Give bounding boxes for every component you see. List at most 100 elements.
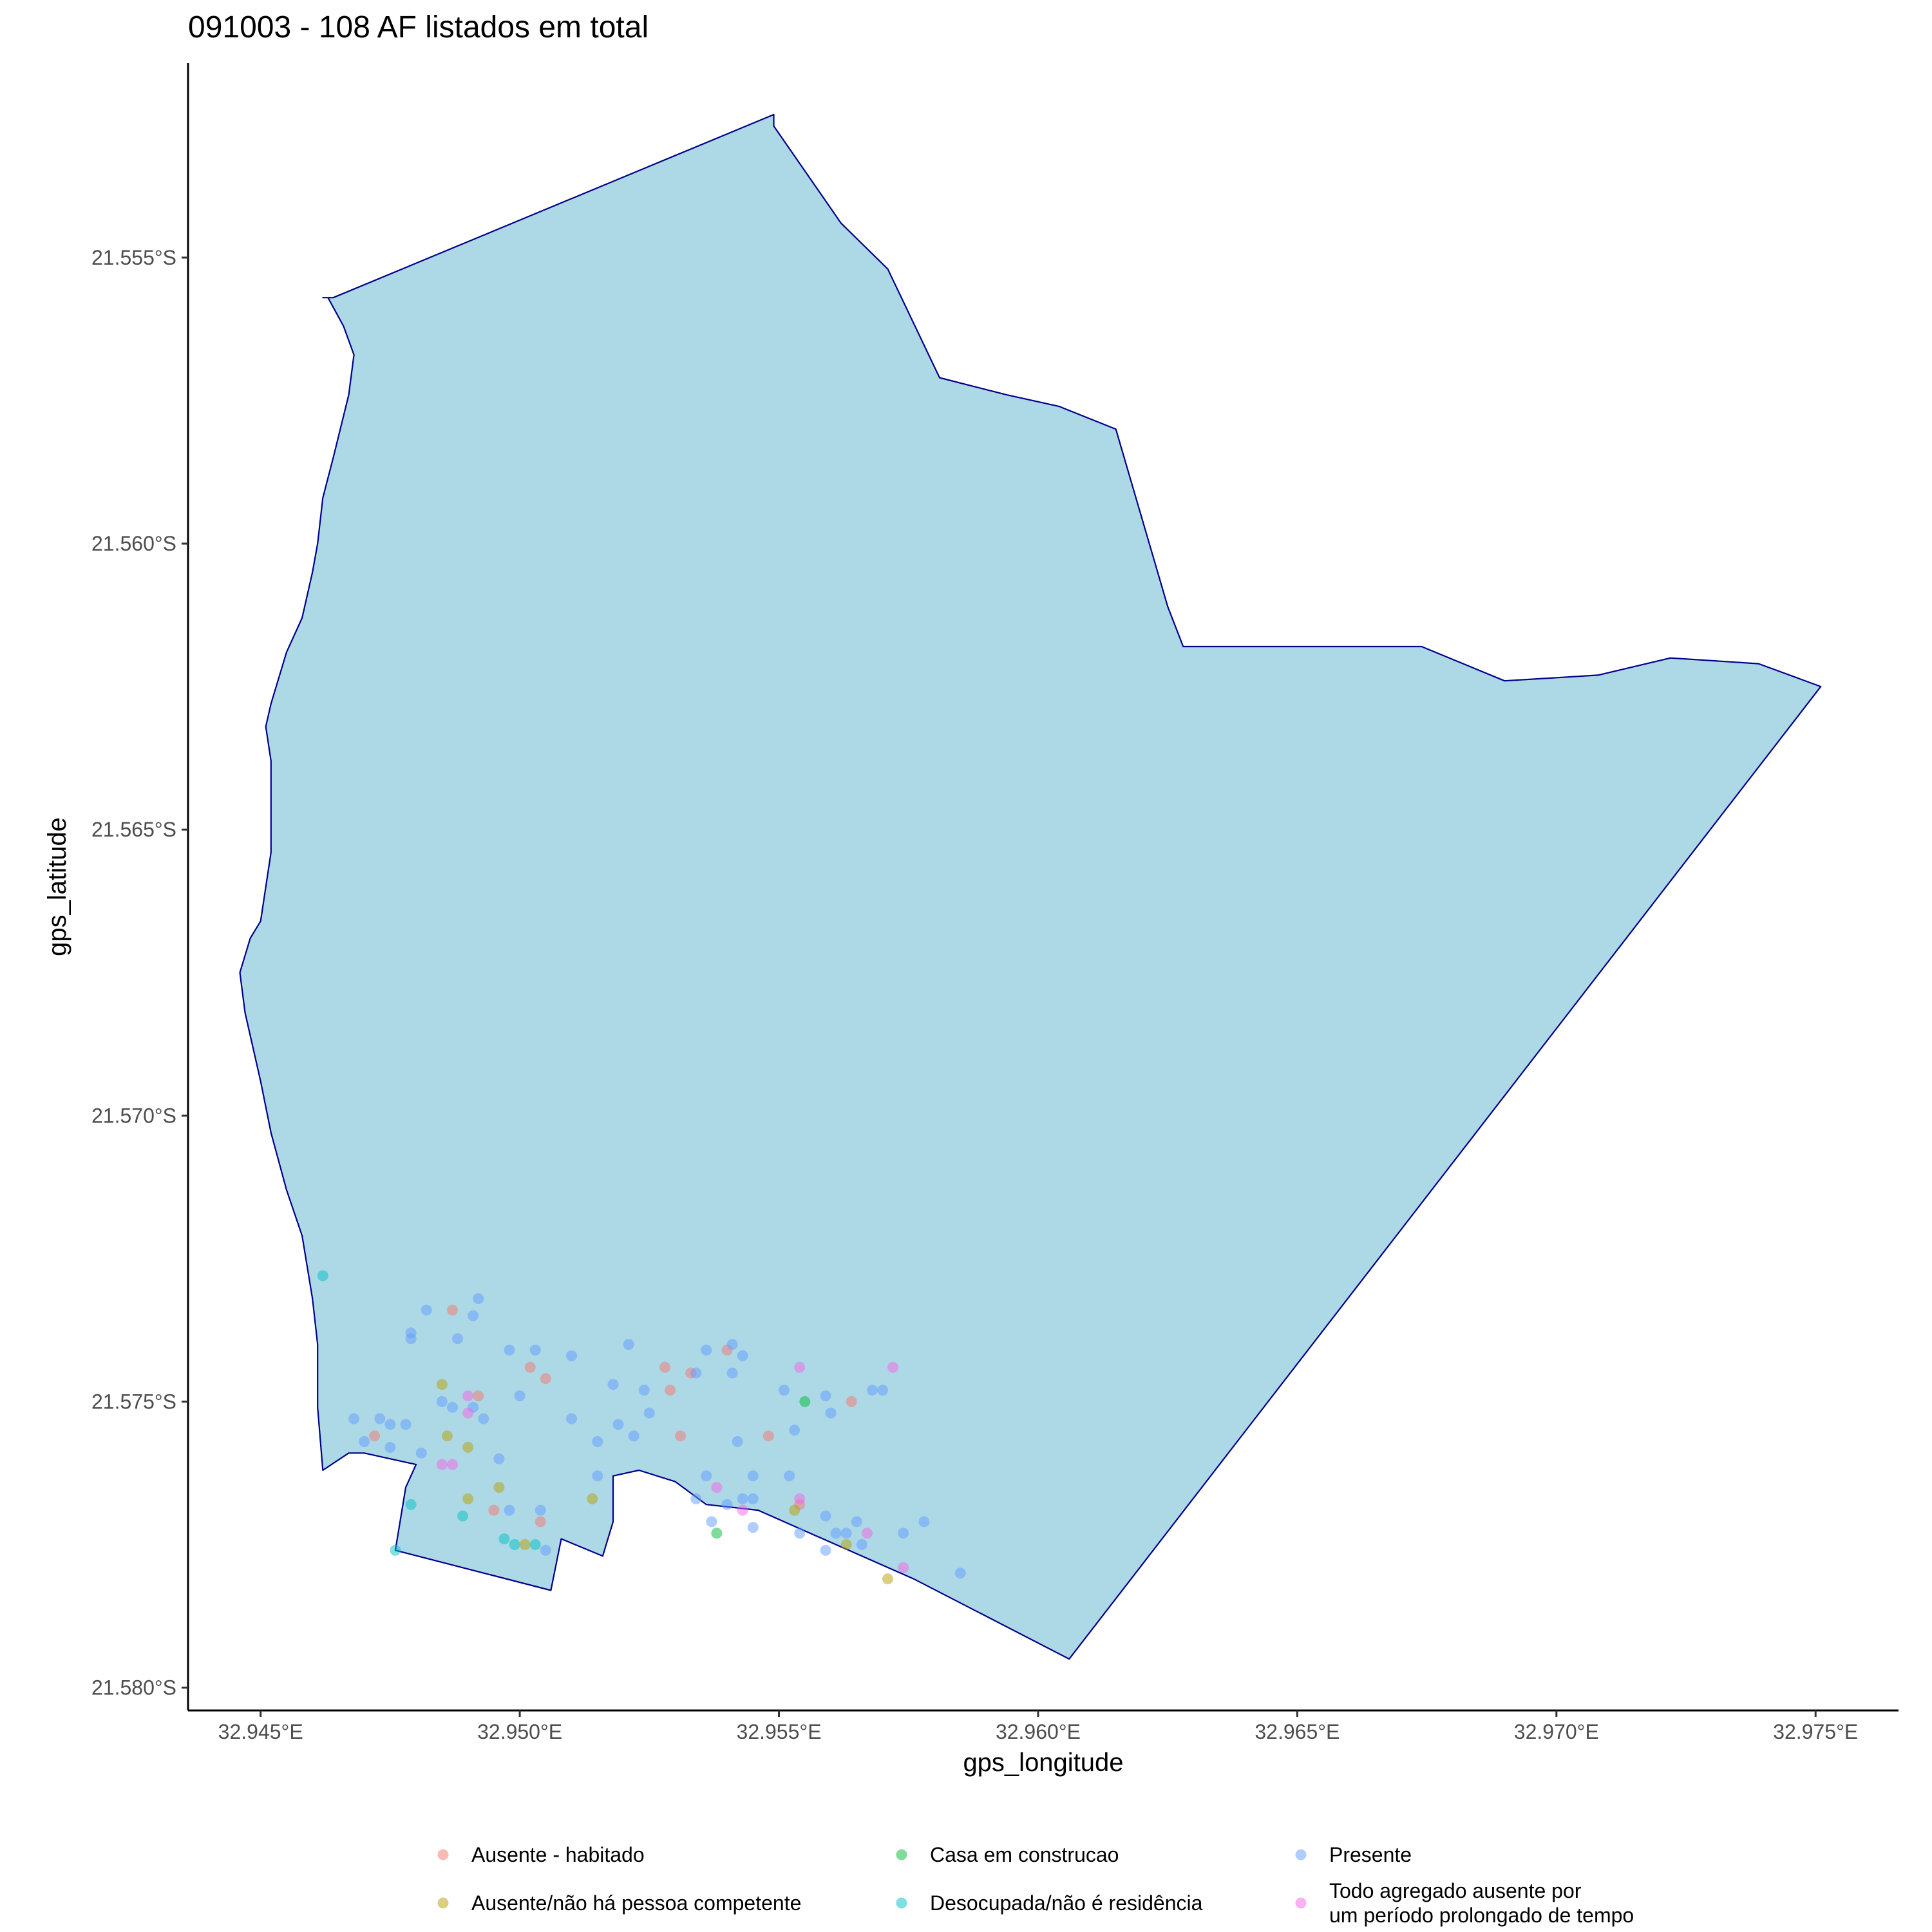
data-point <box>747 1493 759 1504</box>
data-point <box>737 1493 748 1504</box>
legend-label: Desocupada/não é residência <box>930 1891 1203 1915</box>
data-point <box>747 1522 759 1533</box>
data-point <box>820 1510 831 1522</box>
data-point <box>468 1310 479 1321</box>
y-tick-label: 21.560°S <box>91 532 176 555</box>
data-point <box>690 1367 702 1379</box>
legend-label: Ausente - habitado <box>471 1843 645 1866</box>
data-point <box>789 1504 800 1516</box>
data-point <box>535 1516 546 1528</box>
data-point <box>732 1436 743 1447</box>
data-point <box>529 1539 541 1550</box>
data-point <box>799 1396 811 1407</box>
data-point <box>369 1430 381 1442</box>
data-point <box>711 1482 723 1493</box>
data-point <box>452 1333 463 1345</box>
data-point <box>462 1390 474 1401</box>
y-tick-label: 21.565°S <box>91 818 176 841</box>
data-points <box>317 1270 966 1585</box>
data-point <box>825 1407 837 1419</box>
legend-item: Ausente - habitado <box>437 1843 645 1866</box>
data-point <box>519 1539 531 1550</box>
x-axis-ticks: 32.945°E 32.950°E 32.955°E 32.960°E 32.965°E… <box>218 1710 1858 1743</box>
data-point <box>592 1436 603 1447</box>
data-point <box>462 1407 474 1419</box>
legend-item: Ausente/não há pessoa competente <box>437 1891 801 1915</box>
data-point <box>887 1361 899 1373</box>
data-point <box>846 1396 857 1407</box>
data-point <box>436 1459 448 1470</box>
legend-key <box>437 1897 449 1909</box>
x-tick-label: 32.955°E <box>737 1720 822 1743</box>
data-point <box>415 1447 427 1459</box>
data-point <box>457 1510 469 1522</box>
data-point <box>405 1499 417 1510</box>
plot-area <box>239 113 1822 1660</box>
legend-item: Todo agregado ausente por um período prol… <box>1295 1879 1634 1927</box>
data-point <box>447 1401 458 1413</box>
legend-label: Casa em construcao <box>930 1843 1119 1866</box>
data-point <box>436 1396 448 1407</box>
x-tick-label: 32.965°E <box>1255 1720 1340 1743</box>
data-point <box>690 1493 702 1504</box>
data-point <box>317 1270 328 1282</box>
data-point <box>540 1544 551 1556</box>
data-point <box>566 1350 578 1361</box>
data-point <box>726 1367 738 1379</box>
data-point <box>665 1385 676 1396</box>
data-point <box>384 1441 396 1453</box>
data-point <box>405 1333 417 1345</box>
x-tick-label: 32.945°E <box>218 1720 303 1743</box>
data-point <box>390 1544 401 1556</box>
data-point <box>659 1361 670 1373</box>
data-point <box>882 1573 893 1585</box>
data-point <box>473 1390 484 1401</box>
data-point <box>898 1528 909 1539</box>
data-point <box>493 1482 505 1493</box>
legend-key <box>437 1849 449 1861</box>
legend-key <box>1295 1897 1307 1909</box>
data-point <box>737 1350 748 1361</box>
y-tick-label: 21.575°S <box>91 1390 176 1413</box>
legend-label: Ausente/não há pessoa competente <box>471 1891 801 1915</box>
enumeration-area-polygon <box>239 113 1822 1660</box>
data-point <box>587 1493 598 1504</box>
data-point <box>436 1379 448 1390</box>
chart-title: 091003 - 108 AF listados em total <box>188 10 649 44</box>
legend-label: Todo agregado ausente por um período prol… <box>1329 1879 1634 1927</box>
data-point <box>820 1544 831 1556</box>
data-point <box>711 1528 723 1539</box>
x-tick-label: 32.970°E <box>1514 1720 1599 1743</box>
data-point <box>374 1413 386 1425</box>
y-tick-label: 21.555°S <box>91 246 176 269</box>
data-point <box>529 1344 541 1356</box>
data-point <box>566 1413 578 1425</box>
data-point <box>737 1504 748 1516</box>
data-point <box>701 1470 712 1482</box>
data-point <box>384 1419 396 1430</box>
data-point <box>488 1504 500 1516</box>
data-point <box>535 1504 546 1516</box>
data-point <box>447 1304 458 1316</box>
data-point <box>877 1385 888 1396</box>
legend-item: Casa em construcao <box>896 1843 1119 1866</box>
data-point <box>954 1567 966 1579</box>
x-tick-label: 32.975°E <box>1773 1720 1858 1743</box>
data-point <box>861 1528 873 1539</box>
legend: Ausente - habitado Ausente/não há pessoa … <box>437 1843 1634 1927</box>
data-point <box>607 1379 619 1390</box>
data-point <box>514 1390 526 1401</box>
data-point <box>504 1344 515 1356</box>
data-point <box>918 1516 930 1528</box>
legend-key <box>1295 1849 1307 1861</box>
data-point <box>643 1407 655 1419</box>
data-point <box>784 1470 795 1482</box>
data-point <box>794 1528 806 1539</box>
data-point <box>498 1533 510 1544</box>
data-point <box>789 1425 800 1436</box>
data-point <box>840 1528 852 1539</box>
data-point <box>851 1516 862 1528</box>
data-point <box>623 1339 634 1350</box>
data-point <box>493 1453 505 1464</box>
